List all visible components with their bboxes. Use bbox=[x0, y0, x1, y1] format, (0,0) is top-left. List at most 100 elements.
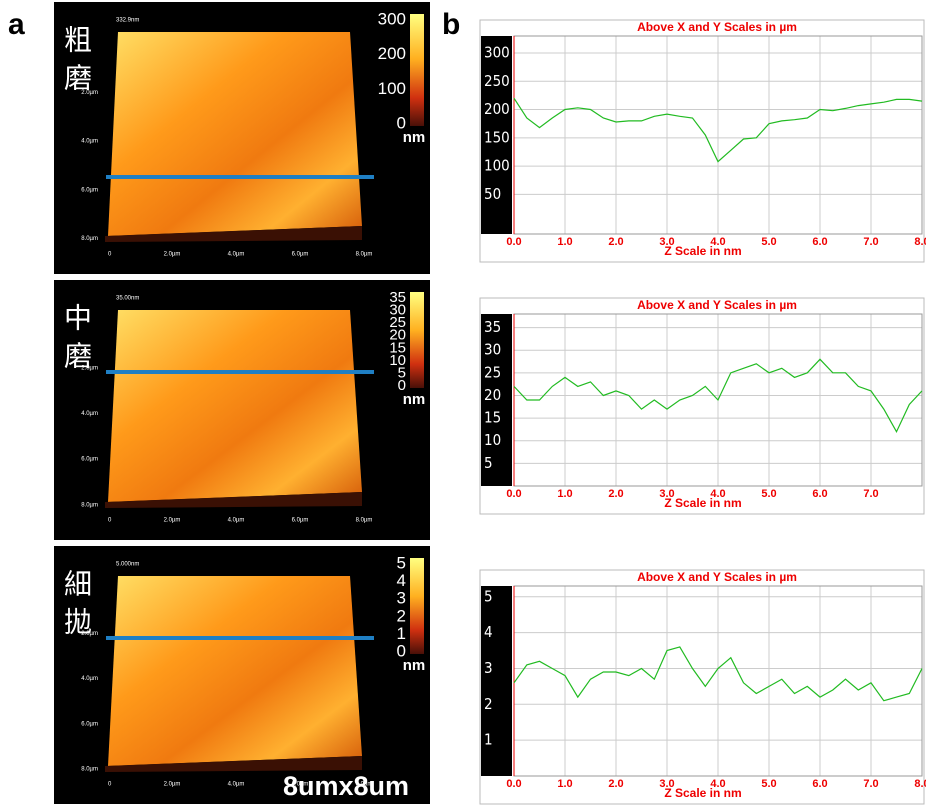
x-tick-label: 1.0 bbox=[557, 236, 572, 248]
panel-label: b bbox=[442, 8, 460, 41]
afm-shadow bbox=[105, 492, 362, 508]
x-tick-label: 5.0 bbox=[761, 778, 776, 790]
afm-axis-x: 2.0µm bbox=[164, 518, 181, 524]
afm-label: 細 bbox=[64, 568, 92, 601]
x-tick-label: 5.0 bbox=[761, 488, 776, 500]
x-axis-title: Z Scale in nm bbox=[664, 244, 741, 258]
profile-chart: Above X and Y Scales in µm 0.0 1.0 2.0 3.0 4.… bbox=[479, 297, 925, 515]
colorbar-tick-label: 1 bbox=[397, 624, 406, 643]
profile-curve bbox=[513, 646, 923, 702]
colorbar-tick-label: 10 bbox=[389, 352, 406, 369]
chart-frame bbox=[479, 569, 925, 805]
colorbar-unit: nm bbox=[403, 391, 426, 408]
afm-image: 細拋 5.000nm 2.0µm 4.0µm 6.0µm 8.0µm 0 2.0µm 4.0µm… bbox=[54, 546, 430, 804]
x-tick-label: 3.0 bbox=[659, 236, 674, 248]
y-tick-label: 5 bbox=[484, 454, 493, 472]
colorbar-tick-label: 35 bbox=[389, 289, 406, 306]
y-tick-label: 20 bbox=[484, 386, 501, 404]
afm-axis-x: 6.0µm bbox=[292, 782, 309, 788]
afm-axis-x: 8.0µm bbox=[356, 518, 373, 524]
afm-height: 5.000nm bbox=[116, 562, 139, 568]
x-tick-label: 6.0 bbox=[812, 236, 827, 248]
y-axis-strip bbox=[481, 586, 512, 776]
afm-axis-y: 4.0µm bbox=[81, 139, 98, 145]
y-tick-label: 15 bbox=[484, 409, 501, 427]
y-tick-label: 50 bbox=[484, 185, 501, 203]
afm-axis-x: 8.0µm bbox=[356, 782, 373, 788]
chart-title: Above X and Y Scales in µm bbox=[637, 570, 797, 584]
profile-chart: Above X and Y Scales in µm 0.0 1.0 2.0 3.0 4.… bbox=[479, 569, 926, 805]
profile-chart: Above X and Y Scales in µm 0.0 1.0 2.0 3.0 4.… bbox=[479, 19, 926, 263]
x-axis-title: Z Scale in nm bbox=[664, 786, 741, 800]
chart-frame bbox=[479, 19, 925, 263]
colorbar-tick-label: 5 bbox=[397, 553, 406, 572]
colorbar bbox=[410, 14, 424, 126]
y-tick-label: 2 bbox=[484, 695, 493, 713]
afm-axis-y: 2.0µm bbox=[81, 631, 98, 637]
chart-title: Above X and Y Scales in µm bbox=[637, 298, 797, 312]
afm-axis-x: 4.0µm bbox=[228, 782, 245, 788]
afm-axis-y: 6.0µm bbox=[81, 187, 98, 193]
afm-axis-x: 6.0µm bbox=[292, 518, 309, 524]
x-tick-label: 8.0 bbox=[914, 778, 926, 790]
afm-image: 中磨 35.00nm 2.0µm 4.0µm 6.0µm 8.0µm 0 2.0µm 4.0µm… bbox=[54, 280, 430, 540]
afm-label: 磨 bbox=[64, 340, 92, 373]
y-tick-label: 10 bbox=[484, 431, 501, 449]
afm-axis-y: 2.0µm bbox=[81, 365, 98, 371]
x-tick-label: 4.0 bbox=[710, 778, 725, 790]
colorbar-tick-label: 0 bbox=[398, 377, 406, 394]
colorbar-tick-label: 5 bbox=[398, 364, 406, 381]
afm-label: 粗 bbox=[64, 24, 92, 57]
x-tick-label: 7.0 bbox=[863, 778, 878, 790]
y-tick-label: 250 bbox=[484, 72, 510, 90]
y-tick-label: 100 bbox=[484, 157, 510, 175]
colorbar-unit: nm bbox=[403, 657, 426, 674]
colorbar-unit: nm bbox=[403, 129, 426, 146]
afm-axis-y: 8.0µm bbox=[81, 236, 98, 242]
y-tick-label: 150 bbox=[484, 128, 510, 146]
colorbar-tick-label: 20 bbox=[389, 327, 406, 344]
afm-axis-y: 4.0µm bbox=[81, 676, 98, 682]
y-tick-label: 200 bbox=[484, 100, 510, 118]
x-tick-label: 2.0 bbox=[608, 236, 623, 248]
afm-axis-x: 0 bbox=[108, 252, 112, 258]
afm-axis-x: 4.0µm bbox=[228, 252, 245, 258]
y-tick-label: 30 bbox=[484, 341, 501, 359]
x-tick-label: 2.0 bbox=[608, 488, 623, 500]
chart-title: Above X and Y Scales in µm bbox=[637, 20, 797, 34]
colorbar-tick-label: 4 bbox=[397, 571, 406, 590]
y-tick-label: 4 bbox=[484, 623, 493, 641]
x-tick-label: 7.0 bbox=[863, 236, 878, 248]
scan-size: 8umx8um bbox=[283, 771, 409, 801]
y-tick-label: 3 bbox=[484, 659, 493, 677]
colorbar-tick-label: 30 bbox=[389, 302, 406, 319]
colorbar bbox=[410, 292, 424, 388]
afm-axis-y: 6.0µm bbox=[81, 721, 98, 727]
colorbar-tick-label: 100 bbox=[378, 79, 406, 98]
y-axis-strip bbox=[481, 314, 512, 486]
colorbar-tick-label: 0 bbox=[397, 641, 406, 660]
y-axis-strip bbox=[481, 36, 512, 234]
afm-label: 磨 bbox=[64, 62, 92, 95]
x-tick-label: 6.0 bbox=[812, 488, 827, 500]
colorbar-tick-label: 200 bbox=[378, 44, 406, 63]
chart-frame bbox=[479, 297, 925, 515]
afm-axis-x: 0 bbox=[108, 518, 112, 524]
x-tick-label: 3.0 bbox=[659, 778, 674, 790]
colorbar-tick-label: 300 bbox=[378, 9, 406, 28]
y-tick-label: 300 bbox=[484, 43, 510, 61]
x-tick-label: 0.0 bbox=[506, 236, 521, 248]
colorbar-tick-label: 2 bbox=[397, 606, 406, 625]
x-tick-label: 8.0 bbox=[914, 236, 926, 248]
afm-axis-y: 8.0µm bbox=[81, 767, 98, 773]
x-tick-label: 7.0 bbox=[863, 488, 878, 500]
afm-shadow bbox=[105, 226, 362, 242]
x-axis-title: Z Scale in nm bbox=[664, 496, 741, 510]
afm-axis-x: 0 bbox=[108, 782, 112, 788]
y-tick-label: 1 bbox=[484, 731, 493, 749]
x-tick-label: 1.0 bbox=[557, 488, 572, 500]
y-tick-label: 5 bbox=[484, 587, 493, 605]
profile-curve bbox=[513, 97, 923, 163]
afm-axis-x: 4.0µm bbox=[228, 518, 245, 524]
